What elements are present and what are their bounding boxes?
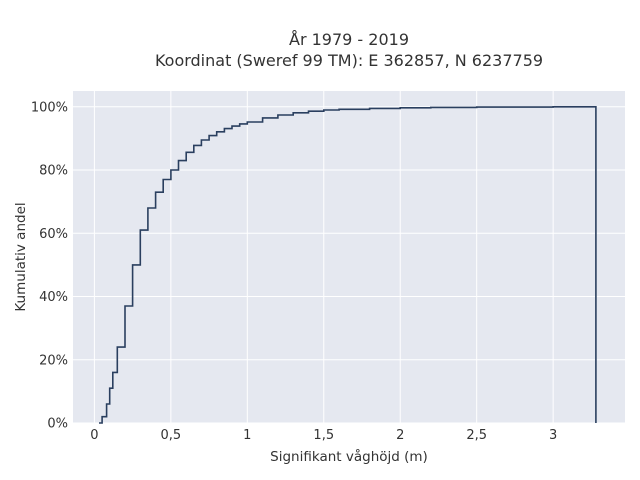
y-tick-label: 40% <box>39 290 68 305</box>
chart-subtitle: Koordinat (Sweref 99 TM): E 362857, N 62… <box>155 51 543 70</box>
y-tick-label: 20% <box>39 353 68 368</box>
y-axis-label: Kumulativ andel <box>13 202 29 311</box>
y-tick-label: 100% <box>31 100 68 115</box>
y-tick-label: 80% <box>39 164 68 179</box>
y-tick-label: 0% <box>47 417 68 432</box>
x-tick-label: 1,5 <box>313 428 334 443</box>
x-tick-label: 2,5 <box>466 428 487 443</box>
cdf-series-line <box>99 106 597 424</box>
y-tick-label: 60% <box>39 227 68 242</box>
x-tick-label: 1 <box>243 428 251 443</box>
series-layer <box>99 106 597 424</box>
x-tick-label: 3 <box>549 428 557 443</box>
plot-area <box>73 91 625 423</box>
x-tick-label: 0,5 <box>161 428 182 443</box>
x-tick-label: 0 <box>90 428 98 443</box>
x-tick-label: 2 <box>396 428 404 443</box>
x-axis-label: Signifikant våghöjd (m) <box>270 448 428 465</box>
chart-title: År 1979 - 2019 <box>289 30 409 49</box>
tick-labels: 0 0,5 1 1,5 2 2,5 3 0% 20% 40% 60% 80% 100% <box>31 100 557 443</box>
